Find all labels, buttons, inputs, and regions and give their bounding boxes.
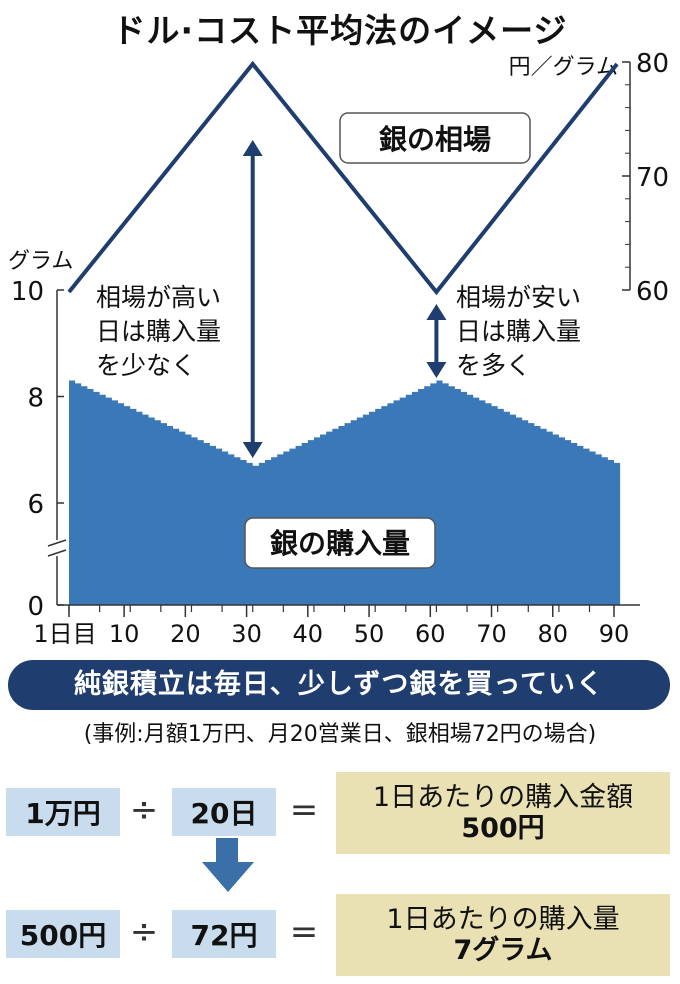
daily-quantity-result: 1日あたりの購入量 7グラム [336,894,670,976]
annotation-low-price: を多く [456,351,531,380]
high-price-arrow-head-bottom [242,442,263,458]
example-note: (事例:月額1万円、月20営業日、銀相場72円の場合) [83,722,597,747]
x-tick-label: 30 [231,620,262,648]
annotation-high-price: 日は購入量 [96,317,221,346]
price-label-box [339,112,531,164]
x-tick-label: 90 [599,620,630,648]
calc-silver-price: 72円 [172,910,276,958]
right-unit-label: 円／グラム [509,55,618,80]
down-arrow-icon [202,838,254,892]
x-tick-label: 20 [170,620,201,648]
left-unit-label: グラム [8,249,73,274]
calc-days: 20日 [172,788,276,836]
x-tick-label: 1日目 [33,620,96,648]
right-tick-label: 70 [636,163,669,193]
annotation-high-price: を少なく [96,351,196,380]
x-tick-label: 60 [415,620,446,648]
chart-title: ドル·コスト平均法のイメージ [112,11,568,50]
x-tick-label: 10 [109,620,140,648]
right-tick-label: 80 [636,49,669,79]
x-tick-label: 50 [354,620,385,648]
annotation-low-price: 日は購入量 [456,317,581,346]
price-line [67,60,619,296]
calc-daily-amount: 500円 [6,910,120,958]
daily-quantity-value: 7グラム [453,935,553,966]
annotation-low-price: 相場が安い [456,283,581,312]
calc-monthly-amount: 1万円 [6,788,120,836]
x-tick-label: 80 [537,620,568,648]
daily-amount-result: 1日あたりの購入金額 500円 [336,772,670,854]
left-tick-label: 10 [11,277,44,307]
x-tick-label: 70 [476,620,507,648]
summary-banner: 純銀積立は毎日、少しずつ銀を買っていく [8,660,670,710]
daily-quantity-label: 1日あたりの購入量 [386,903,620,935]
axis-break-mark [47,539,67,557]
low-price-arrow-head-bottom [426,362,447,378]
left-tick-label: 8 [27,384,44,414]
divide-sign: ÷ [129,790,159,830]
purchase-series-label: 銀の購入量 [270,527,410,560]
x-tick-label: 40 [293,620,324,648]
price-series-label: 銀の相場 [379,123,491,156]
low-price-arrow-head-top [426,304,447,320]
divide-sign-2: ÷ [129,912,159,952]
high-price-arrow-head-top [242,140,263,156]
left-tick-label: 6 [27,490,44,520]
left-tick-label: 0 [27,592,44,622]
purchase-label-box [244,517,436,569]
purchase-area [69,380,621,605]
equals-sign: = [289,790,319,830]
equals-sign-2: = [289,912,319,952]
daily-amount-label: 1日あたりの購入金額 [372,781,634,813]
right-tick-label: 60 [636,277,669,307]
annotation-high-price: 相場が高い [96,283,221,312]
daily-amount-value: 500円 [461,813,545,844]
